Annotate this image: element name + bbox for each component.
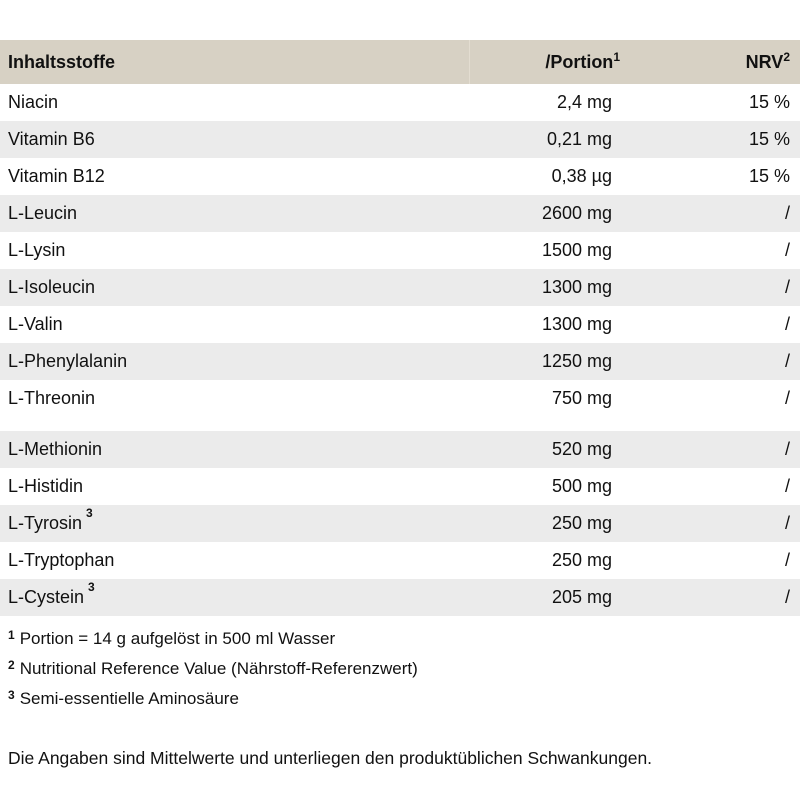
ingredient-name: L-Valin <box>8 314 63 334</box>
footnote-semi-essential: 3 Semi-essentielle Aminosäure <box>8 684 800 714</box>
portion-value: 1300 mg <box>541 314 612 334</box>
header-nrv-label: NRV <box>745 51 784 72</box>
footnote-1-text: Portion = 14 g aufgelöst in 500 ml Wasse… <box>19 629 336 648</box>
portion-value: 205 mg <box>551 587 612 607</box>
table-row: L-Threonin 750 mg / <box>0 380 800 417</box>
table-row: L-Isoleucin 1300 mg / <box>0 269 800 306</box>
nrv-value: 15 % <box>748 129 790 149</box>
table-body: Niacin 2,4 mg 15 % Vitamin B6 0,21 mg 15 % Vit… <box>0 84 800 616</box>
nrv-value: 15 % <box>748 166 790 186</box>
portion-value: 750 mg <box>551 388 612 408</box>
portion-value: 520 mg <box>551 439 612 459</box>
ingredient-name: Vitamin B12 <box>8 166 105 186</box>
footnote-nrv: 2 Nutritional Reference Value (Nährstoff-… <box>8 654 800 684</box>
portion-value: 1500 mg <box>541 240 612 260</box>
table-row: Vitamin B6 0,21 mg 15 % <box>0 121 800 158</box>
nrv-value: / <box>784 439 790 459</box>
footnotes: 1 Portion = 14 g aufgelöst in 500 ml Wass… <box>0 624 800 714</box>
ingredient-name: L-Methionin <box>8 439 103 459</box>
table-row: L-Valin 1300 mg / <box>0 306 800 343</box>
ingredient-name: L-Isoleucin <box>8 277 96 297</box>
table-row: L-Cystein 3 205 mg / <box>0 579 800 616</box>
footnote-2-text: Nutritional Reference Value (Nährstoff-R… <box>19 659 418 678</box>
ingredient-footnote-ref: 3 <box>86 506 93 520</box>
ingredient-name: L-Histidin <box>8 476 84 496</box>
portion-value: 250 mg <box>551 513 612 533</box>
ingredient-name: L-Lysin <box>8 240 66 260</box>
header-portion: /Portion 1 <box>469 40 620 84</box>
nrv-value: 15 % <box>748 92 790 112</box>
nrv-value: / <box>784 203 790 223</box>
portion-value: 250 mg <box>551 550 612 570</box>
nrv-value: / <box>784 351 790 371</box>
nrv-value: / <box>784 277 790 297</box>
nrv-value: / <box>784 240 790 260</box>
footnote-2-marker: 2 <box>8 658 15 672</box>
header-portion-label: /Portion <box>545 51 614 72</box>
header-ingredients-label: Inhaltsstoffe <box>8 51 116 72</box>
table-row: L-Tyrosin 3 250 mg / <box>0 505 800 542</box>
table-row: L-Leucin 2600 mg / <box>0 195 800 232</box>
table-row: L-Tryptophan 250 mg / <box>0 542 800 579</box>
disclaimer-text: Die Angaben sind Mittelwerte und unterli… <box>8 748 653 768</box>
table-header-row: Inhaltsstoffe /Portion 1 NRV 2 <box>0 40 800 84</box>
nrv-value: / <box>784 513 790 533</box>
nrv-value: / <box>784 314 790 334</box>
ingredient-name: L-Leucin <box>8 203 78 223</box>
footnote-3-marker: 3 <box>8 688 15 702</box>
ingredient-name: Niacin <box>8 92 59 112</box>
nrv-value: / <box>784 388 790 408</box>
header-nrv: NRV 2 <box>745 50 790 72</box>
portion-value: 1250 mg <box>541 351 612 371</box>
table-row: L-Methionin 520 mg / <box>0 431 800 468</box>
footnote-portion: 1 Portion = 14 g aufgelöst in 500 ml Wass… <box>8 624 800 654</box>
nrv-value: / <box>784 476 790 496</box>
table-row: L-Lysin 1500 mg / <box>0 232 800 269</box>
ingredient-name: L-Threonin <box>8 388 96 408</box>
ingredient-name: L-Tryptophan <box>8 550 115 570</box>
ingredient-name: Vitamin B6 <box>8 129 95 149</box>
portion-value: 2,4 mg <box>556 92 612 112</box>
header-ingredients: Inhaltsstoffe <box>0 40 469 84</box>
table-row: Vitamin B12 0,38 µg 15 % <box>0 158 800 195</box>
table-row: L-Histidin 500 mg / <box>0 468 800 505</box>
portion-value: 500 mg <box>551 476 612 496</box>
ingredient-footnote-ref: 3 <box>88 580 95 594</box>
footnote-1-marker: 1 <box>8 628 15 642</box>
nrv-value: / <box>784 587 790 607</box>
portion-value: 0,21 mg <box>546 129 612 149</box>
portion-value: 1300 mg <box>541 277 612 297</box>
ingredient-name: L-Phenylalanin <box>8 351 128 371</box>
table-row: Niacin 2,4 mg 15 % <box>0 84 800 121</box>
nrv-value: / <box>784 550 790 570</box>
nutrition-table: Inhaltsstoffe /Portion 1 NRV 2 Niacin 2,4 m… <box>0 40 800 616</box>
portion-value: 0,38 µg <box>551 166 612 186</box>
ingredient-name: L-Cystein 3 <box>8 580 95 607</box>
ingredient-name: L-Tyrosin 3 <box>8 506 93 533</box>
portion-value: 2600 mg <box>541 203 612 223</box>
footnote-3-text: Semi-essentielle Aminosäure <box>19 689 239 708</box>
table-row: L-Phenylalanin 1250 mg / <box>0 343 800 380</box>
